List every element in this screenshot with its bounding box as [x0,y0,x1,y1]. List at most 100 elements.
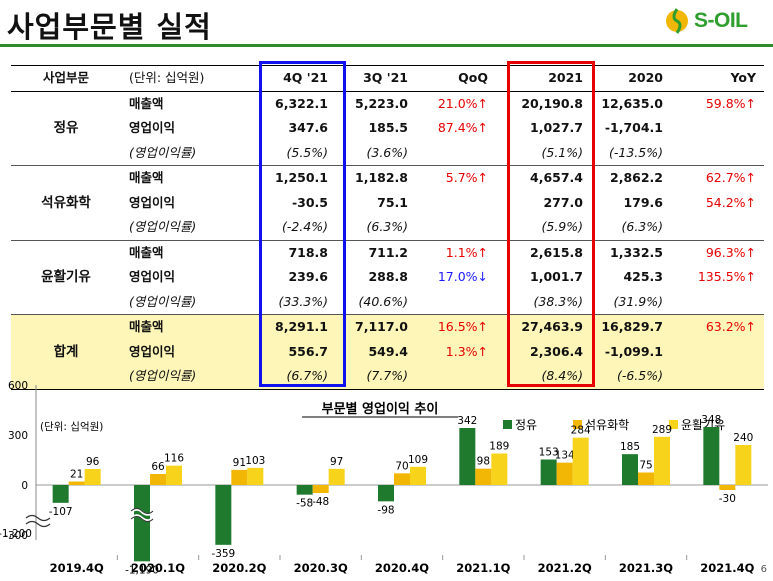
table-row: 영업이익 556.7 549.4 1.3%↑ 2,306.4 -1,099.1 [11,339,764,364]
y-tick-label: 0 [21,480,28,492]
data-label: 284 [571,425,591,437]
cell-q4: 1,250.1 [275,170,328,185]
cell-yoy: 59.8%↑ [705,95,756,111]
table-row: 영업이익 239.6 288.8 17.0%↓ 1,001.7 425.3 135.5%↑ [11,265,764,290]
segment-name: 정유 [53,120,79,136]
cell-q3: (7.7%) [336,364,416,389]
cell-y2021: 20,190.8 [521,95,583,111]
cell-y2020: 16,829.7 [591,314,671,340]
bar-정유 [296,485,313,495]
segment-name: 석유화학 [41,194,91,211]
logo-text: S-OIL [694,9,748,32]
cell-q4: (-2.4%) [281,219,328,234]
data-label: 97 [330,456,343,468]
s-oil-logo: S-OIL [662,6,768,36]
cell-y2020: 425.3 [623,269,663,284]
cell-y2020: 179.6 [623,194,663,210]
page-number: 6 [760,564,767,575]
y-tick-label: 600 [8,380,28,392]
legend-label: 정유 [515,418,537,432]
cell-q4: 556.7 [251,339,336,364]
cell-y2021: 2,615.8 [530,244,583,260]
cell-qoq [416,364,496,389]
cell-yoy: 54.2%↑ [705,194,756,210]
bar-윤활기유 [654,436,670,485]
cell-y2020: -1,099.1 [591,339,671,364]
cell-q4: 718.8 [288,244,328,260]
cell-q3: 185.5 [368,120,408,135]
data-label: -30 [719,493,736,505]
row-label: 매출액 [121,314,251,340]
cell-yoy: 135.5%↑ [697,269,756,284]
bar-석유화학 [312,485,329,493]
cell-q4: -30.5 [291,194,328,210]
bar-정유 [540,459,557,485]
x-tick-label: 2021.4Q [700,561,754,575]
data-label: 153 [539,447,559,459]
table-row: (영업이익률) (5.5%) (3.6%) (5.1%) (-13.5%) [11,141,764,166]
bar-윤활기유 [735,445,752,485]
row-label: (영업이익률) [129,293,197,309]
data-label: -107 [49,506,73,518]
cell-y2021: (5.1%) [541,144,583,160]
bar-정유 [459,428,476,485]
x-tick-label: 2020.4Q [375,561,429,575]
cell-yoy [671,364,764,389]
cell-yoy: 62.7%↑ [705,170,756,185]
x-tick-label: 2020.1Q [131,561,185,575]
cell-qoq: 1.1%↑ [445,244,488,260]
s-oil-logo-icon [666,8,688,34]
legend-swatch [573,420,582,429]
x-tick-label: 2021.3Q [619,561,673,575]
cell-q4: 8,291.1 [251,314,336,340]
bar-석유화학 [475,468,492,485]
table-row: 석유화학 매출액 1,250.1 1,182.8 5.7%↑ 4,657.4 2,862.2… [11,166,764,211]
data-label: 96 [86,456,100,468]
cell-y2020: 12,635.0 [601,95,663,111]
header-2021: 2021 [548,70,583,85]
data-label: 116 [164,453,184,465]
bar-석유화학 [719,485,736,490]
bar-석유화학 [394,473,410,485]
cell-y2020: (6.3%) [621,219,663,234]
cell-q3: 288.8 [368,269,408,284]
cell-q3: (6.3%) [366,219,408,234]
cell-qoq: 5.7%↑ [445,170,488,185]
cell-y2021: 277.0 [543,194,583,210]
cell-q3: 1,182.8 [355,170,408,185]
data-label: 342 [457,415,477,427]
bar-윤활기유 [328,468,345,485]
chart-title: 부문별 영업이익 추이 [322,401,439,417]
bar-석유화학 [150,474,166,485]
table-row: (영업이익률) (33.3%) (40.6%) (38.3%) (31.9%) [11,290,764,315]
bar-석유화학 [556,462,573,485]
header-2020: 2020 [628,70,663,85]
table-header-row: 사업부문 (단위: 십억원) 4Q '21 3Q '21 QoQ 2021 20… [11,65,764,91]
row-label: (영업이익률) [129,144,197,160]
cell-y2021: (5.9%) [541,219,583,234]
title-rule [0,44,773,47]
row-label: 영업이익 [129,269,176,284]
bar-윤활기유 [410,466,426,485]
bar-정유 [134,485,150,562]
x-tick-label: 2019.4Q [50,561,104,575]
cell-q4: 347.6 [288,120,328,135]
data-label: -359 [211,548,235,560]
bar-정유 [215,485,232,545]
bar-정유 [703,427,720,485]
data-label: 189 [489,441,509,453]
cell-y2020: (31.9%) [613,293,663,309]
bar-석유화학 [231,469,248,485]
cell-y2021: 1,027.7 [530,120,583,135]
bar-윤활기유 [491,453,508,485]
cell-qoq: 1.3%↑ [416,339,496,364]
cell-qoq: 87.4%↑ [437,120,488,135]
y-tick-label: -1,200 [0,528,32,540]
x-tick-label: 2020.3Q [294,561,348,575]
data-label: 109 [408,454,428,466]
cell-y2021: (38.3%) [533,293,583,309]
header-segment: 사업부문 [42,70,89,85]
legend-label: 석유화학 [585,418,629,432]
cell-q4: 239.6 [288,269,328,284]
